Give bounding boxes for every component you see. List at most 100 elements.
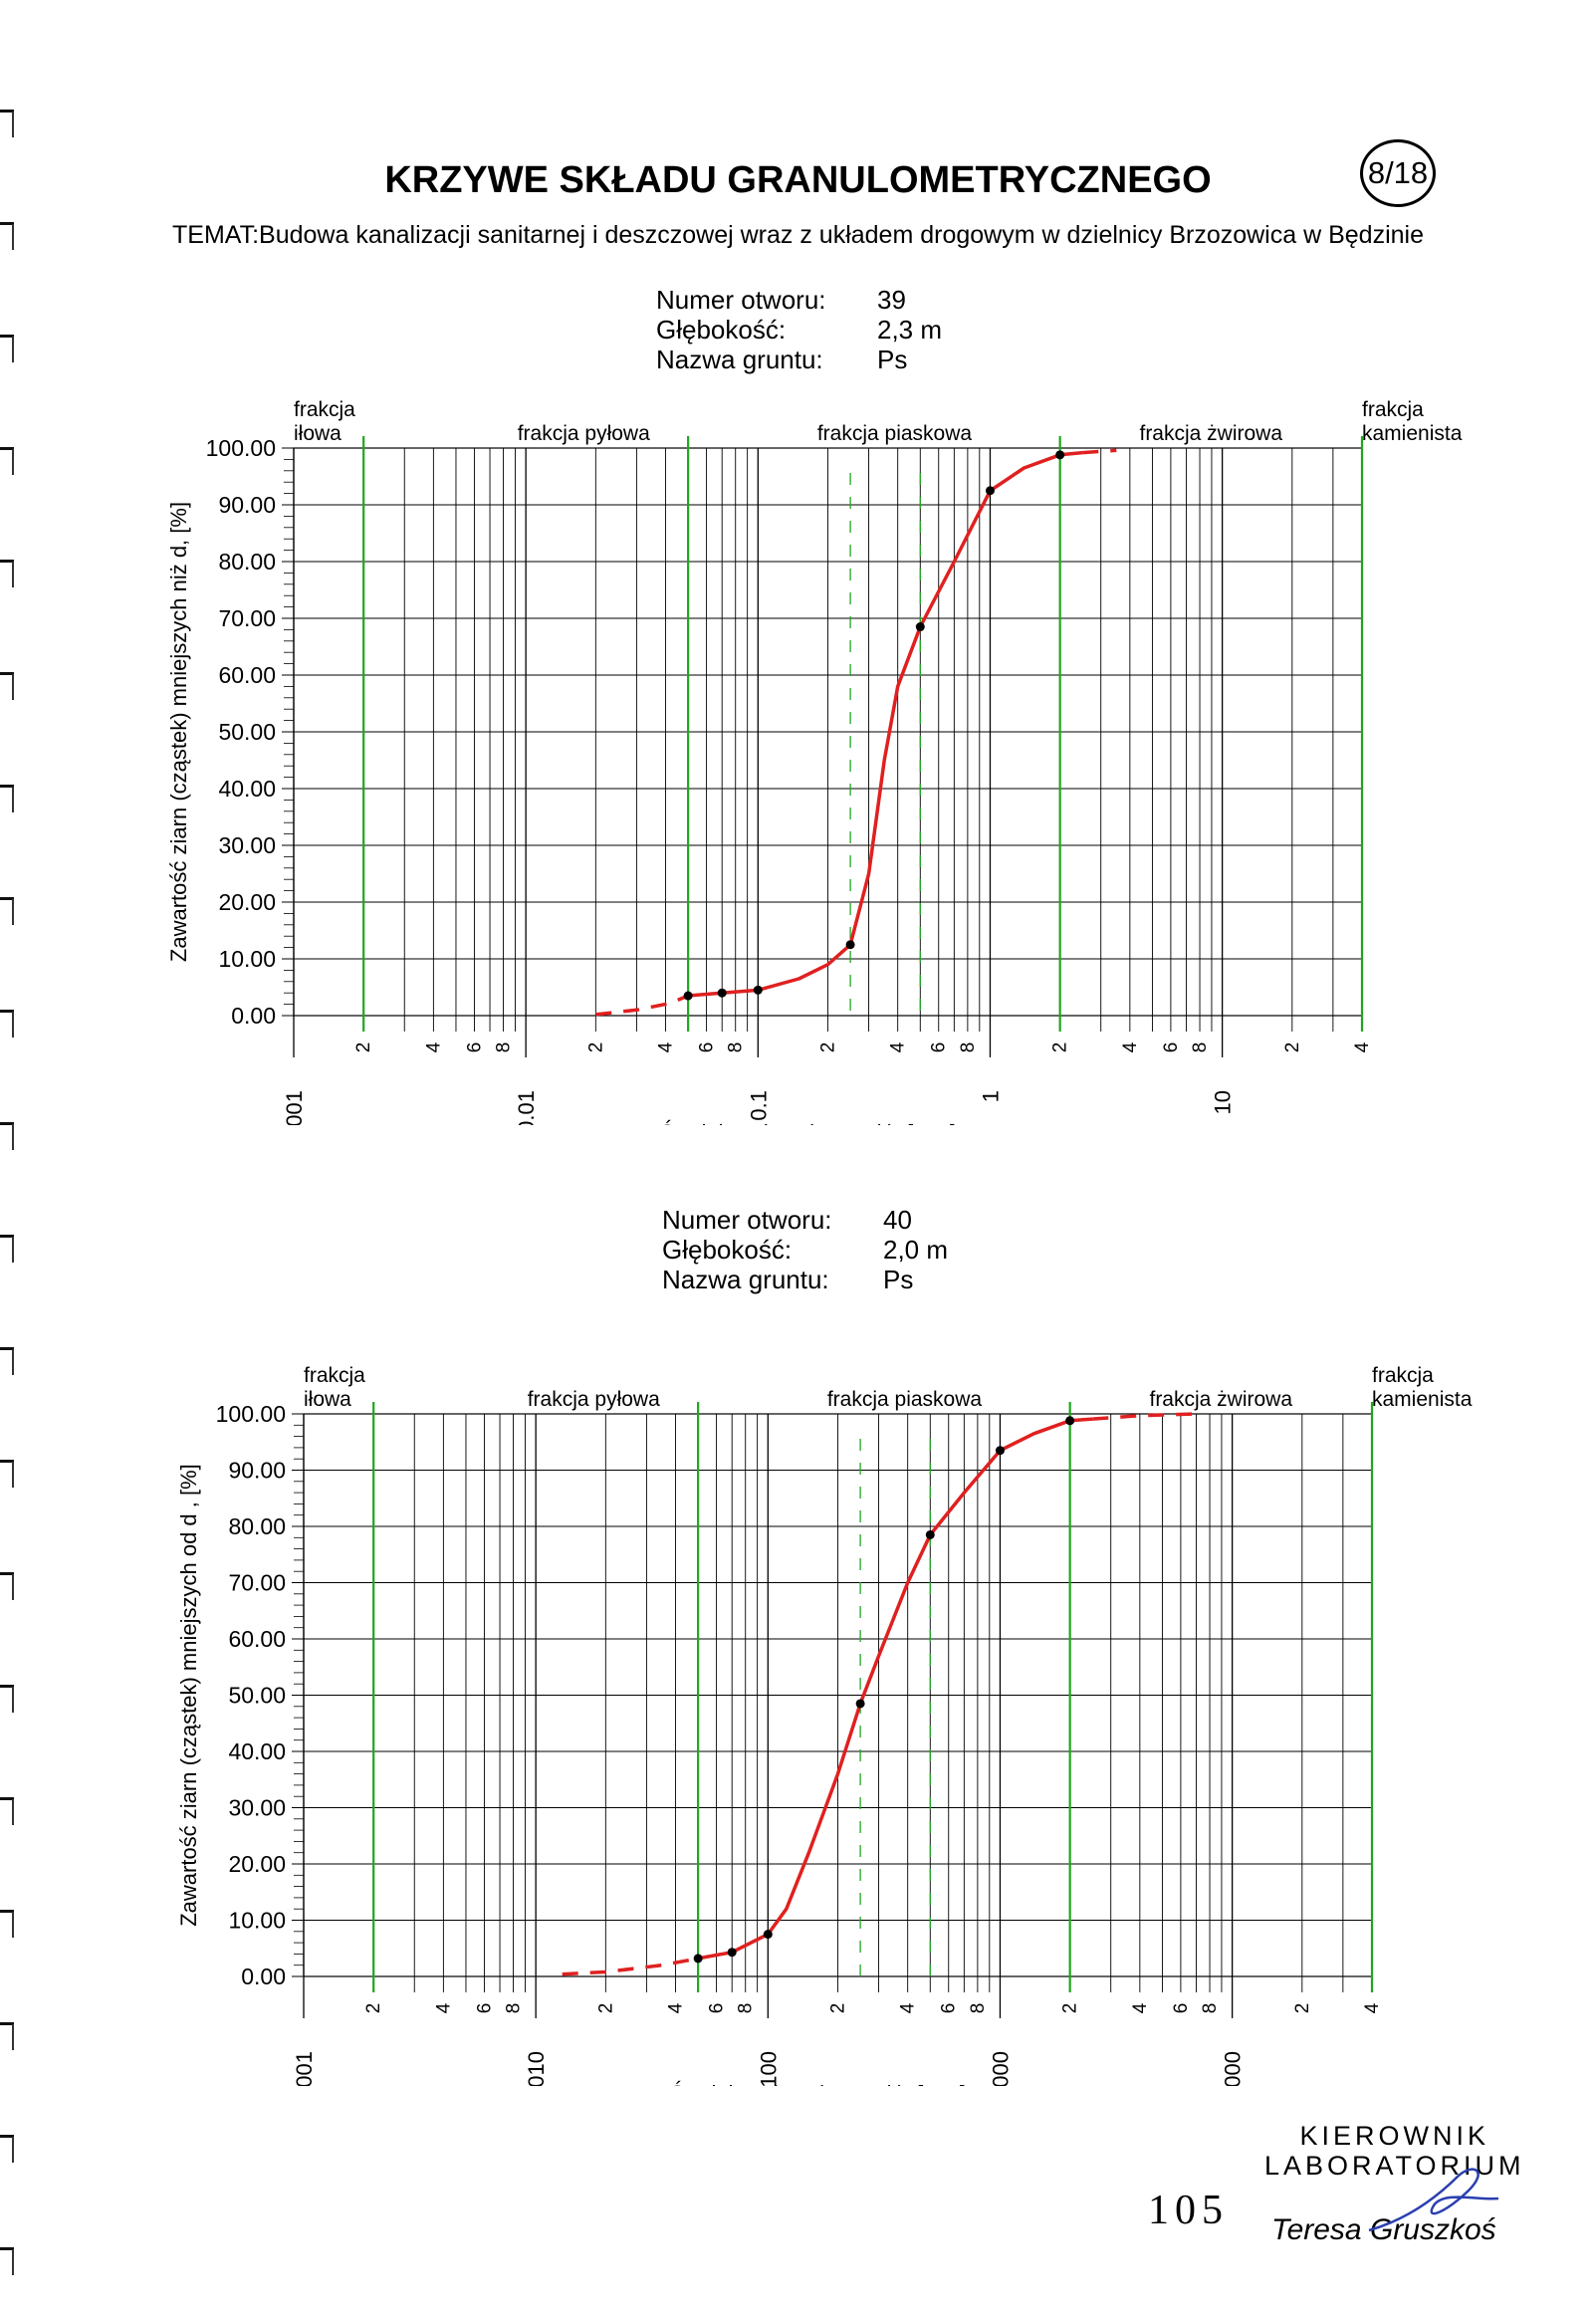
data-point <box>753 985 763 995</box>
x-minor-label: 2 <box>828 2003 849 2014</box>
binding-tick <box>0 110 14 113</box>
binding-rule <box>12 2024 14 2050</box>
y-tick-label: 20.00 <box>218 889 276 915</box>
data-point <box>845 940 855 950</box>
x-decade-label: 0.100 <box>756 2051 781 2086</box>
x-minor-label: 6 <box>1171 2003 1192 2014</box>
data-point <box>995 1446 1005 1456</box>
x-minor-label: 8 <box>1200 2003 1221 2014</box>
y-tick-label: 30.00 <box>218 832 276 858</box>
curve-extrapolation-end <box>1092 1412 1197 1421</box>
fraction-label: kamienista <box>1372 1388 1473 1411</box>
y-tick-label: 40.00 <box>228 1738 286 1764</box>
x-minor-label: 8 <box>958 1042 979 1053</box>
binding-tick <box>0 447 14 450</box>
x-minor-label: 2 <box>363 2003 384 2014</box>
binding-tick <box>0 1685 14 1688</box>
x-minor-label: 8 <box>494 1042 515 1053</box>
grading-curve <box>687 450 1083 998</box>
binding-rule <box>12 224 14 250</box>
binding-tick <box>0 1910 14 1913</box>
binding-tick <box>0 1235 14 1238</box>
data-point <box>925 1529 935 1539</box>
y-tick-label: 10.00 <box>228 1908 286 1934</box>
x-minor-label: 2 <box>595 2003 616 2014</box>
binding-tick <box>0 897 14 900</box>
binding-tick <box>0 2247 14 2250</box>
x-minor-label: 4 <box>666 2002 687 2013</box>
hole-value: 39 <box>877 285 906 315</box>
y-tick-label: 0.00 <box>241 1964 286 1989</box>
x-minor-label: 8 <box>968 2003 989 2014</box>
binding-rule <box>12 562 14 587</box>
binding-rule <box>12 1574 14 1600</box>
fraction-label: frakcja żwirowa <box>1139 422 1282 445</box>
x-minor-label: 4 <box>898 2002 919 2013</box>
hole-value: 40 <box>883 1205 912 1235</box>
x-decade-label: 0.001 <box>292 2051 317 2086</box>
binding-tick <box>0 1010 14 1013</box>
lab-head-line1: KIEROWNIK <box>1299 2121 1490 2151</box>
binding-rule <box>12 1687 14 1713</box>
fraction-label: frakcja pyłowa <box>528 1388 660 1411</box>
depth-label: Głębokość: <box>662 1235 793 1265</box>
x-minor-label: 4 <box>1130 2002 1151 2013</box>
binding-tick <box>0 1460 14 1463</box>
x-minor-label: 2 <box>1292 2003 1313 2014</box>
y-tick-label: 50.00 <box>218 719 276 745</box>
binding-tick <box>0 1797 14 1800</box>
fraction-label: iłowa <box>294 422 342 445</box>
binding-tick <box>0 672 14 675</box>
y-tick-label: 10.00 <box>218 946 276 972</box>
x-decade-label: 10.000 <box>1221 2051 1246 2086</box>
fraction-label: frakcja piaskowa <box>827 1388 983 1411</box>
x-minor-label: 4 <box>433 2002 454 2013</box>
x-decade-label: 10 <box>1211 1090 1236 1114</box>
binding-rule <box>12 2137 14 2163</box>
x-minor-label: 6 <box>474 2003 495 2014</box>
y-tick-label: 100.00 <box>206 435 276 461</box>
soil-value: Ps <box>883 1265 914 1294</box>
grain-size-chart-2: 0.0010.0020.0030.0040.0050.0060.0070.008… <box>176 1364 1473 2086</box>
binding-rule <box>12 1237 14 1263</box>
hole-label: Numer otworu: <box>662 1205 832 1235</box>
y-tick-label: 70.00 <box>228 1570 286 1596</box>
fraction-label: frakcja <box>304 1364 365 1387</box>
fraction-label: frakcja <box>1372 1364 1434 1387</box>
binding-rule <box>12 1124 14 1150</box>
data-point <box>717 988 727 998</box>
binding-rule <box>12 337 14 362</box>
soil-value: Ps <box>877 345 908 374</box>
data-point <box>1065 1416 1075 1426</box>
y-tick-label: 90.00 <box>228 1458 286 1484</box>
x-minor-label: 2 <box>818 1042 839 1053</box>
fraction-label: kamienista <box>1362 422 1463 445</box>
x-decade-label: 1.000 <box>988 2051 1013 2086</box>
binding-rule <box>12 1012 14 1038</box>
x-minor-label: 6 <box>697 1042 718 1053</box>
binding-tick <box>0 222 14 225</box>
data-point <box>763 1930 773 1940</box>
fraction-label: frakcja żwirowa <box>1149 1388 1292 1411</box>
binding-rule <box>12 1349 14 1375</box>
binding-margin <box>0 0 18 2312</box>
page-label: 8/18 <box>1360 139 1436 207</box>
binding-tick <box>0 1122 14 1125</box>
subject-line: TEMAT:Budowa kanalizacji sanitarnej i de… <box>172 221 1424 249</box>
x-minor-label: 4 <box>423 1041 444 1052</box>
x-minor-label: 6 <box>1161 1042 1182 1053</box>
binding-tick <box>0 1347 14 1350</box>
curve-extrapolation-start <box>562 1957 699 1976</box>
x-axis-title: Średnice ziarn (cząstek), [mm] <box>660 1120 956 1125</box>
x-minor-label: 8 <box>1190 1042 1211 1053</box>
x-minor-label: 6 <box>707 2003 728 2014</box>
binding-rule <box>12 449 14 475</box>
x-minor-label: 6 <box>939 2003 960 2014</box>
y-tick-label: 70.00 <box>218 605 276 631</box>
x-minor-label: 4 <box>1120 1041 1141 1052</box>
x-axis-title: Średnice ziarn (cząstek), [mm] <box>670 2081 966 2086</box>
fraction-label: frakcja piaskowa <box>817 422 973 445</box>
signature-mark <box>1368 2168 1499 2232</box>
y-tick-label: 90.00 <box>218 492 276 518</box>
data-point <box>727 1948 737 1958</box>
